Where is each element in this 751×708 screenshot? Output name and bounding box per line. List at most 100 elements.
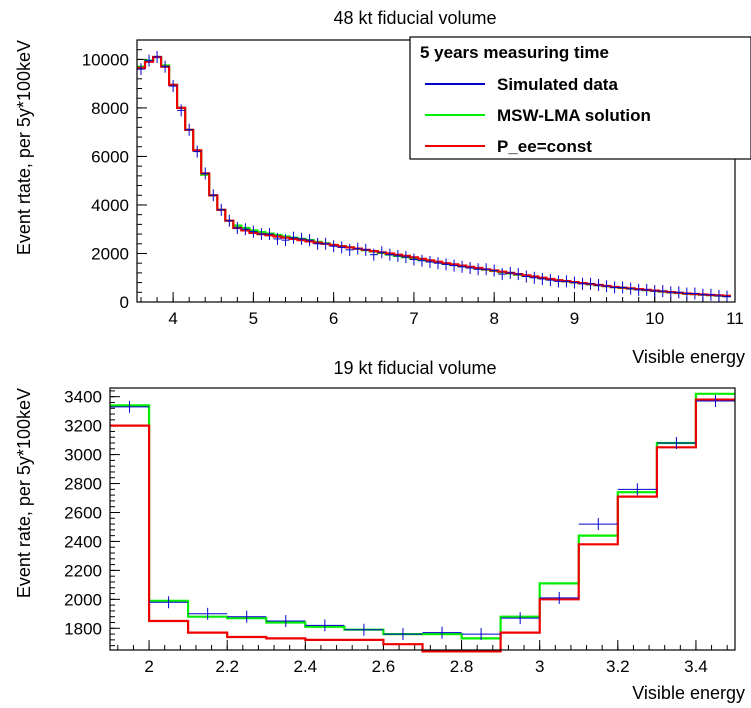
data-point [578, 277, 587, 290]
data-point [695, 395, 735, 408]
data-point [530, 271, 539, 284]
data-point [153, 50, 162, 63]
x-tick-label: 4 [168, 309, 177, 328]
data-point [650, 285, 659, 298]
x-tick-label: 6 [329, 309, 338, 328]
data-point [674, 286, 683, 299]
data-point [329, 240, 338, 253]
data-point [361, 243, 370, 256]
data-point [289, 231, 298, 244]
data-point [227, 610, 267, 623]
data-point [570, 276, 579, 289]
y-tick-label: 2600 [64, 503, 102, 522]
data-point [201, 167, 210, 180]
y-tick-label: 3200 [64, 417, 102, 436]
top-chart-title: 48 kt fiducial volume [333, 8, 496, 28]
data-point [474, 263, 483, 276]
data-point [193, 145, 202, 158]
data-point [514, 268, 523, 281]
y-tick-label: 2400 [64, 532, 102, 551]
data-point [522, 270, 531, 283]
data-point [383, 628, 423, 641]
legend-entry-msw: MSW-LMA solution [497, 106, 651, 125]
series-pee-const-line [110, 398, 735, 653]
data-point [417, 254, 426, 267]
data-point [337, 241, 346, 254]
data-point [490, 264, 499, 277]
data-point [578, 518, 618, 531]
top-y-axis-label: Event rtate, per 5y*100keV [14, 40, 34, 255]
data-point [161, 60, 170, 73]
data-point [602, 280, 611, 293]
data-point [658, 285, 667, 298]
y-tick-label: 1800 [64, 619, 102, 638]
x-tick-label: 3.2 [606, 657, 630, 676]
y-tick-label: 10000 [82, 50, 129, 69]
data-point [401, 251, 410, 264]
x-tick-label: 2 [144, 657, 153, 676]
y-tick-label: 2000 [91, 244, 129, 263]
x-tick-label: 2.6 [372, 657, 396, 676]
bottom-plot-frame [109, 387, 736, 651]
data-point [281, 234, 290, 247]
data-point [305, 619, 345, 632]
data-point [722, 290, 731, 303]
data-point [466, 262, 475, 275]
data-point [137, 63, 146, 76]
data-point [482, 263, 491, 276]
data-point [562, 275, 571, 288]
x-tick-label: 2.4 [293, 657, 317, 676]
data-point [345, 243, 354, 256]
bottom-axis-ticks: 2 2.2 2.4 2.6 2.8 3 3.2 3.4 1800 2000 2200 2400 2600… [64, 388, 728, 676]
bottom-series-group [110, 392, 735, 653]
data-point [594, 279, 603, 292]
data-point [450, 259, 459, 272]
data-point [458, 260, 467, 273]
y-tick-label: 2800 [64, 475, 102, 494]
data-point [188, 607, 228, 620]
series-msw-lma-line [110, 392, 735, 640]
data-point [409, 253, 418, 266]
x-tick-label: 5 [249, 309, 258, 328]
y-tick-label: 4000 [91, 196, 129, 215]
data-point [217, 203, 226, 216]
x-tick-label: 8 [489, 309, 498, 328]
data-point [233, 222, 242, 235]
data-point [500, 612, 540, 625]
data-point [241, 223, 250, 236]
data-point [642, 283, 651, 296]
bottom-panel: 19 kt fiducial volume Visible energy Eve… [14, 358, 745, 703]
y-tick-label: 8000 [91, 99, 129, 118]
x-tick-label: 7 [409, 309, 418, 328]
bottom-x-axis-label: Visible energy [632, 683, 745, 703]
data-point [297, 232, 306, 245]
data-point [433, 257, 443, 270]
top-panel: 48 kt fiducial volume Visible energy Eve… [14, 8, 745, 367]
data-point [110, 400, 150, 413]
data-point [249, 225, 258, 238]
data-point [377, 246, 386, 259]
data-point [422, 626, 462, 639]
data-point [546, 274, 555, 287]
data-point [666, 286, 675, 299]
x-tick-label: 11 [726, 309, 744, 328]
data-point [353, 242, 362, 255]
data-point [149, 596, 189, 609]
data-point [506, 266, 515, 279]
data-point [656, 437, 696, 450]
data-point [273, 232, 282, 245]
data-point [305, 234, 314, 247]
data-point [185, 123, 194, 136]
data-point [539, 591, 579, 604]
legend-entry-simulated: Simulated data [497, 75, 618, 94]
data-point [498, 268, 507, 281]
data-point [714, 289, 723, 302]
data-point [618, 281, 627, 294]
data-point [610, 281, 619, 294]
x-tick-label: 3.4 [684, 657, 708, 676]
x-tick-label: 10 [645, 309, 664, 328]
bottom-chart-title: 19 kt fiducial volume [333, 358, 496, 378]
x-tick-label: 3 [535, 657, 544, 676]
data-point [369, 248, 378, 261]
x-tick-label: 2.2 [215, 657, 239, 676]
